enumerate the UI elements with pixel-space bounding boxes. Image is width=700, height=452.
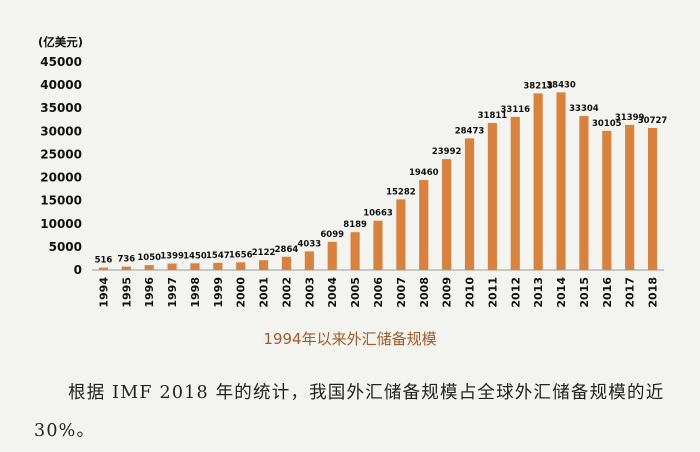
x-tick-label: 2000	[235, 277, 248, 308]
body-paragraph: 根据 IMF 2018 年的统计，我国外汇储备规模占全球外汇储备规模的近 30%…	[34, 374, 674, 450]
y-tick-label: 20000	[40, 171, 82, 185]
bar	[579, 116, 589, 270]
data-label: 1450	[183, 251, 207, 261]
x-tick-label: 1999	[212, 277, 225, 308]
x-tick-label: 2007	[395, 277, 408, 308]
paragraph-text: 根据 IMF 2018 年的统计，我国外汇储备规模占全球外汇储备规模的近 30%…	[34, 383, 665, 441]
data-label: 38213	[523, 81, 553, 91]
data-label: 1547	[206, 251, 230, 261]
bar	[487, 122, 497, 270]
x-tick-label: 2013	[532, 277, 545, 308]
x-tick-label: 2012	[509, 277, 522, 308]
y-tick-label: 35000	[40, 101, 82, 115]
x-tick-label: 2015	[578, 277, 591, 308]
bar	[121, 266, 131, 270]
x-axis: 1994 1995 1996 1997 1998 1999 2000 2001 2002 2003…	[97, 277, 659, 308]
data-label: 2864	[275, 245, 299, 255]
x-tick-label: 2010	[464, 277, 477, 308]
data-label: 30105	[592, 119, 622, 129]
x-tick-label: 2008	[418, 277, 431, 308]
bar	[602, 130, 612, 270]
x-tick-label: 2001	[258, 277, 271, 308]
bar	[98, 267, 109, 270]
data-labels: 516 736 1050 1399 1450 1547 1656 2122 2864403360…	[95, 80, 668, 265]
x-tick-label: 2003	[303, 277, 316, 308]
data-label: 33116	[500, 105, 530, 115]
x-tick-label: 2014	[555, 277, 568, 308]
x-tick-label: 2011	[486, 277, 499, 308]
y-tick-label: 30000	[40, 124, 82, 138]
bar	[144, 265, 154, 270]
data-label: 6099	[320, 230, 344, 240]
data-label: 1656	[229, 250, 253, 260]
y-tick-label: 10000	[40, 217, 82, 231]
data-label: 15282	[386, 187, 416, 197]
data-label: 1050	[137, 253, 161, 263]
bar	[281, 256, 292, 270]
bar	[419, 180, 429, 270]
bar	[373, 220, 383, 270]
bar	[190, 263, 200, 270]
bar	[304, 251, 314, 270]
x-tick-label: 2017	[624, 277, 637, 308]
x-tick-label: 2006	[372, 277, 385, 308]
bar	[350, 232, 360, 270]
x-tick-label: 2002	[280, 277, 293, 308]
x-tick-label: 2016	[601, 277, 614, 308]
data-label: 30727	[638, 116, 668, 126]
x-tick-label: 2009	[441, 277, 454, 308]
x-tick-label: 2004	[326, 277, 339, 308]
bar	[259, 260, 269, 270]
y-tick-label: 45000	[40, 55, 82, 69]
bar	[533, 93, 543, 270]
bar	[464, 138, 475, 270]
data-label: 33304	[569, 104, 599, 114]
data-label: 4033	[298, 239, 322, 249]
y-tick-label: 15000	[40, 194, 82, 208]
bar	[236, 262, 246, 270]
bars	[98, 92, 658, 271]
data-label: 31399	[615, 113, 645, 123]
data-label: 516	[95, 256, 113, 266]
bar	[556, 92, 566, 270]
x-tick-label: 2018	[647, 277, 660, 308]
bar	[647, 127, 658, 270]
y-tick-label: 25000	[40, 147, 82, 161]
bar	[625, 124, 635, 270]
bar	[510, 116, 520, 271]
bar	[213, 262, 223, 270]
data-label: 736	[117, 255, 135, 265]
y-tick-label: 0	[74, 263, 82, 277]
data-label: 38430	[546, 80, 576, 90]
data-label: 23992	[432, 147, 462, 157]
data-label: 28473	[455, 126, 485, 136]
y-tick-label: 5000	[49, 240, 82, 254]
x-tick-label: 1994	[97, 277, 110, 308]
y-tick-label: 40000	[40, 78, 82, 92]
chart-caption: 1994年以来外汇储备规模	[263, 330, 437, 348]
y-axis-unit-label: (亿美元)	[38, 35, 83, 49]
bar	[396, 199, 406, 270]
data-label: 10663	[363, 209, 393, 219]
data-label: 31811	[478, 111, 508, 121]
bar-chart: (亿美元) 0 5000 10000 15000 20000 25000 30000 3500…	[38, 35, 668, 308]
bar	[167, 263, 177, 270]
x-tick-label: 1997	[166, 277, 179, 308]
x-tick-label: 1996	[143, 277, 156, 308]
x-tick-label: 1995	[120, 277, 133, 308]
data-label: 2122	[252, 248, 276, 258]
y-axis: 0 5000 10000 15000 20000 25000 30000 35000 40000…	[40, 55, 82, 277]
data-label: 19460	[409, 168, 439, 178]
x-tick-label: 2005	[349, 277, 362, 308]
data-label: 8189	[343, 220, 367, 230]
bar	[442, 159, 452, 270]
x-tick-label: 1998	[189, 277, 202, 308]
data-label: 1399	[160, 252, 184, 262]
bar	[327, 241, 337, 270]
